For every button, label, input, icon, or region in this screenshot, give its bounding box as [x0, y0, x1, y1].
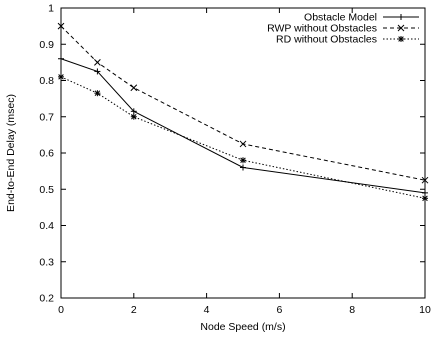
data-point	[58, 73, 64, 80]
y-tick-label: 0.7	[39, 111, 54, 123]
series-0	[58, 55, 428, 196]
y-tick-label: 0.8	[39, 75, 54, 87]
legend-label: Obstacle Model	[304, 12, 377, 24]
data-point	[240, 164, 246, 171]
legend-label: RD without Obstacles	[276, 34, 377, 46]
x-tick-label: 0	[58, 304, 64, 316]
data-point	[422, 189, 428, 196]
marker-stroke	[94, 59, 101, 66]
marker-stroke	[398, 36, 404, 42]
data-point	[240, 157, 246, 164]
y-tick-label: 0.3	[39, 256, 54, 268]
x-axis-label: Node Speed (m/s)	[200, 321, 285, 333]
marker-stroke	[397, 24, 405, 32]
data-point	[422, 195, 428, 202]
y-tick-label: 0.5	[39, 184, 54, 196]
x-tick-label: 10	[419, 304, 431, 316]
marker-stroke	[131, 113, 137, 120]
data-point	[239, 140, 247, 148]
ticks: 0.20.30.40.50.60.70.80.910 2 4 6 8 10	[39, 3, 431, 317]
series-line	[60, 76, 426, 199]
legend-item-0: Obstacle Model	[304, 12, 419, 24]
y-tick-label: 1	[48, 3, 54, 15]
marker-stroke	[94, 90, 101, 96]
legend-marker	[398, 36, 404, 42]
marker-stroke	[239, 140, 247, 148]
legend-item-1: RWP without Obstacles	[267, 23, 419, 35]
x-tick-label: 8	[349, 304, 355, 316]
x-tick-label: 2	[131, 304, 137, 316]
series-2	[58, 73, 428, 202]
marker-stroke	[240, 157, 246, 164]
marker-stroke	[58, 74, 64, 80]
y-axis-label: End-to-End Delay (msec)	[5, 94, 17, 212]
axes	[60, 7, 426, 299]
data-point	[130, 113, 137, 120]
x-tick-label: 6	[276, 304, 282, 316]
y-tick-label: 0.2	[39, 293, 54, 305]
plot-frame	[60, 7, 426, 299]
series-1	[57, 22, 429, 184]
marker-stroke	[130, 84, 138, 92]
series-line	[60, 58, 426, 194]
data-point	[94, 59, 101, 66]
data-point	[130, 84, 138, 92]
y-tick-label: 0.4	[39, 220, 54, 232]
y-tick-label: 0.6	[39, 148, 54, 160]
data-point	[421, 176, 429, 184]
legend-marker	[398, 14, 404, 20]
marker-stroke	[57, 22, 65, 30]
data-point	[130, 108, 137, 115]
data-point	[94, 90, 101, 97]
data-point	[58, 55, 64, 62]
legend-label: RWP without Obstacles	[267, 23, 377, 35]
legend-item-2: RD without Obstacles	[276, 34, 419, 46]
series-line	[60, 25, 426, 181]
data-point	[94, 68, 101, 75]
legend-marker	[397, 24, 405, 32]
marker-stroke	[421, 176, 429, 184]
data-point	[57, 22, 65, 30]
series	[57, 22, 429, 202]
marker-stroke	[422, 195, 428, 202]
x-tick-label: 4	[204, 304, 210, 316]
y-tick-label: 0.9	[39, 39, 54, 51]
